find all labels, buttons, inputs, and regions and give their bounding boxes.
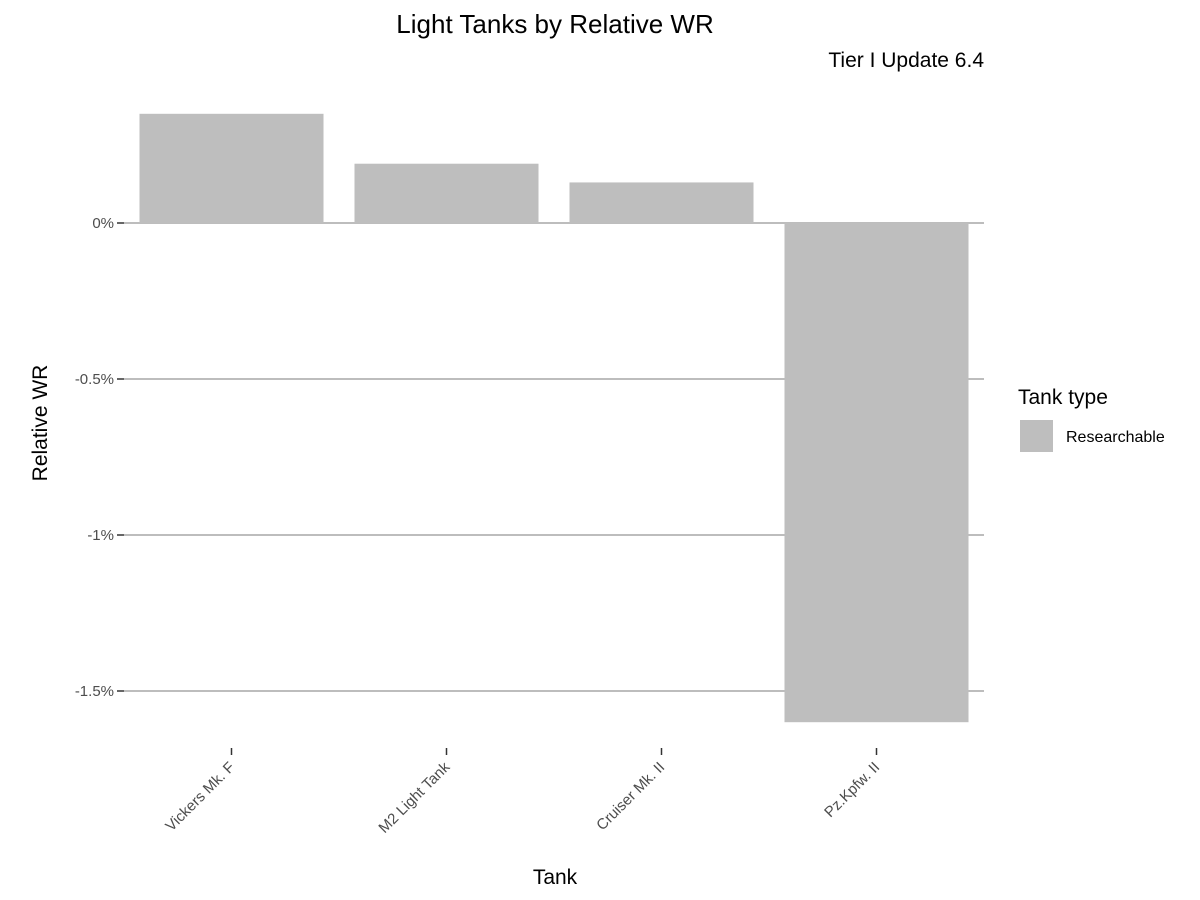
x-axis: Vickers Mk. F M2 Light Tank Cruiser Mk. II… (162, 748, 883, 837)
chart-title: Light Tanks by Relative WR (396, 9, 713, 39)
bar (784, 223, 969, 723)
legend-swatch (1020, 420, 1053, 452)
bar (354, 163, 539, 223)
x-axis-title: Tank (533, 866, 578, 889)
legend-title: Tank type (1018, 386, 1108, 409)
bar (569, 182, 754, 223)
x-tick-label: Pz.Kpfw. II (821, 759, 883, 821)
x-tick-label: M2 Light Tank (375, 758, 453, 836)
y-tick-label: -1.5% (75, 683, 114, 700)
y-tick-label: -0.5% (75, 371, 114, 388)
y-axis-title: Relative WR (29, 365, 52, 482)
bar (139, 113, 324, 223)
legend: Tank type Researchable (1018, 386, 1165, 452)
chart-subtitle: Tier I Update 6.4 (828, 49, 984, 72)
x-tick-label: Cruiser Mk. II (593, 759, 668, 834)
x-tick-label: Vickers Mk. F (162, 759, 238, 835)
y-tick-label: -1% (87, 527, 114, 544)
bars (139, 113, 969, 723)
y-tick-label: 0% (92, 215, 114, 232)
legend-label: Researchable (1066, 429, 1165, 446)
y-axis: 0% -0.5% -1% -1.5% (75, 215, 124, 700)
